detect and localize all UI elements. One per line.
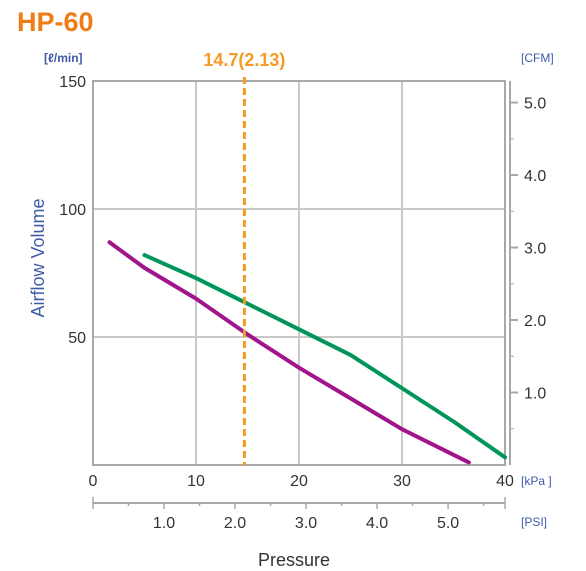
x-tick-label-psi: 2.0 <box>224 515 246 532</box>
right-y-tick-label: 1.0 <box>524 386 546 403</box>
series-line-1 <box>142 253 507 460</box>
x-tick-label-kpa: 20 <box>290 473 308 490</box>
right-y-tick-label: 3.0 <box>524 241 546 258</box>
x-unit-secondary-label: [PSI] <box>521 515 547 529</box>
right-y-unit-label: [CFM] <box>521 51 554 65</box>
x-tick-label-kpa: 10 <box>187 473 205 490</box>
x-tick-label-psi: 5.0 <box>437 515 459 532</box>
x-tick-label-psi: 4.0 <box>366 515 388 532</box>
reference-marker-label: 14.7(2.13) <box>203 50 285 70</box>
y-axis-title: Airflow Volume <box>28 198 48 317</box>
x-tick-label-kpa: 0 <box>89 473 98 490</box>
x-unit-primary-label: [kPa ] <box>521 474 552 488</box>
right-y-tick-label: 5.0 <box>524 96 546 113</box>
x-tick-label-psi: 1.0 <box>153 515 175 532</box>
x-tick-label-psi: 3.0 <box>295 515 317 532</box>
right-axis: 5.0 4.0 3.0 2.0 1.0 <box>509 81 546 465</box>
x-tick-label-kpa: 30 <box>393 473 411 490</box>
chart-title: HP-60 <box>17 7 94 37</box>
series-lines <box>107 240 507 465</box>
grid-lines <box>93 81 505 465</box>
psi-axis: 1.0 2.0 3.0 4.0 5.0 <box>92 497 506 532</box>
right-y-tick-label: 4.0 <box>524 168 546 185</box>
x-tick-label-kpa: 40 <box>496 473 514 490</box>
left-y-tick-label: 100 <box>59 202 86 219</box>
plot-frame <box>92 80 506 466</box>
series-line-2 <box>107 240 471 465</box>
tick-labels: 150 100 50 0 10 20 30 40 <box>59 74 514 490</box>
x-axis-title: Pressure <box>258 550 330 570</box>
left-y-tick-label: 150 <box>59 74 86 91</box>
left-y-unit-label: [ℓ/min] <box>44 51 83 65</box>
left-y-tick-label: 50 <box>68 330 86 347</box>
right-y-tick-label: 2.0 <box>524 313 546 330</box>
